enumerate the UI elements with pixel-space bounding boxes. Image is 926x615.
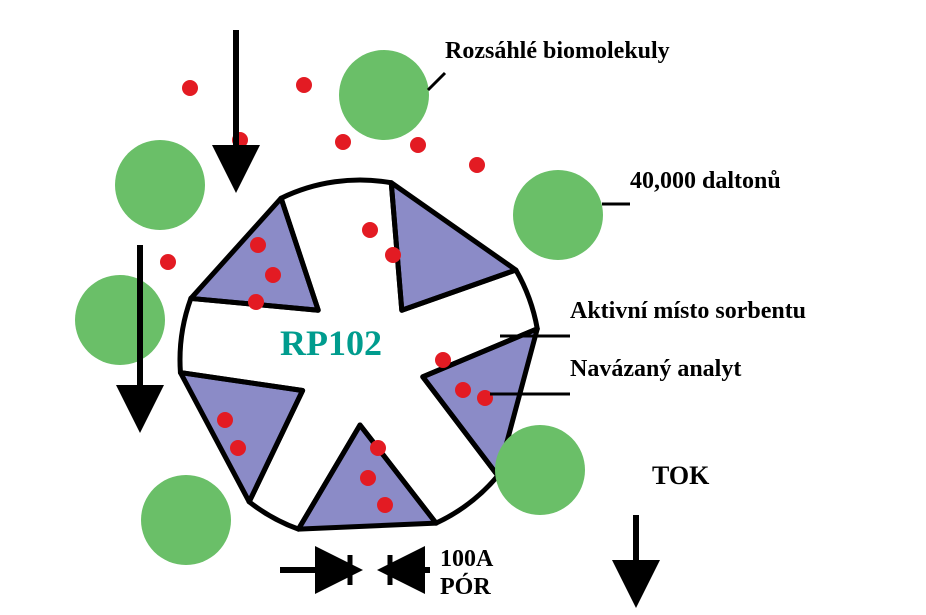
analyte-dot (265, 267, 281, 283)
biomolecule-circle (141, 475, 231, 565)
analyte-dot (469, 157, 485, 173)
analyte-dot (182, 80, 198, 96)
label-bound-analyte: Navázaný analyt (570, 356, 741, 383)
analyte-dot (160, 254, 176, 270)
analyte-dot (435, 352, 451, 368)
label-pore-a: 100A (440, 546, 493, 573)
biomolecule-circle (495, 425, 585, 515)
analyte-dot (477, 390, 493, 406)
analyte-dot (377, 497, 393, 513)
biomolecule-circle (339, 50, 429, 140)
label-daltons: 40,000 daltonů (630, 168, 781, 195)
analyte-dot (248, 294, 264, 310)
analyte-dot (370, 440, 386, 456)
label-flow: TOK (652, 461, 709, 491)
analyte-dot (217, 412, 233, 428)
analyte-dot (335, 134, 351, 150)
label-biomolecules: Rozsáhlé biomolekuly (445, 38, 670, 65)
label-pore-b: PÓR (440, 574, 491, 601)
analyte-dot (360, 470, 376, 486)
analyte-dot (230, 440, 246, 456)
analyte-dot (296, 77, 312, 93)
leader-line (428, 73, 445, 90)
analyte-dot (410, 137, 426, 153)
biomolecule-circle (513, 170, 603, 260)
central-text: RP102 (280, 322, 382, 364)
analyte-dot (385, 247, 401, 263)
label-active-site: Aktivní místo sorbentu (570, 298, 806, 325)
analyte-dot (250, 237, 266, 253)
analyte-dot (455, 382, 471, 398)
biomolecule-circle (115, 140, 205, 230)
biomolecule-circle (75, 275, 165, 365)
analyte-dot (362, 222, 378, 238)
